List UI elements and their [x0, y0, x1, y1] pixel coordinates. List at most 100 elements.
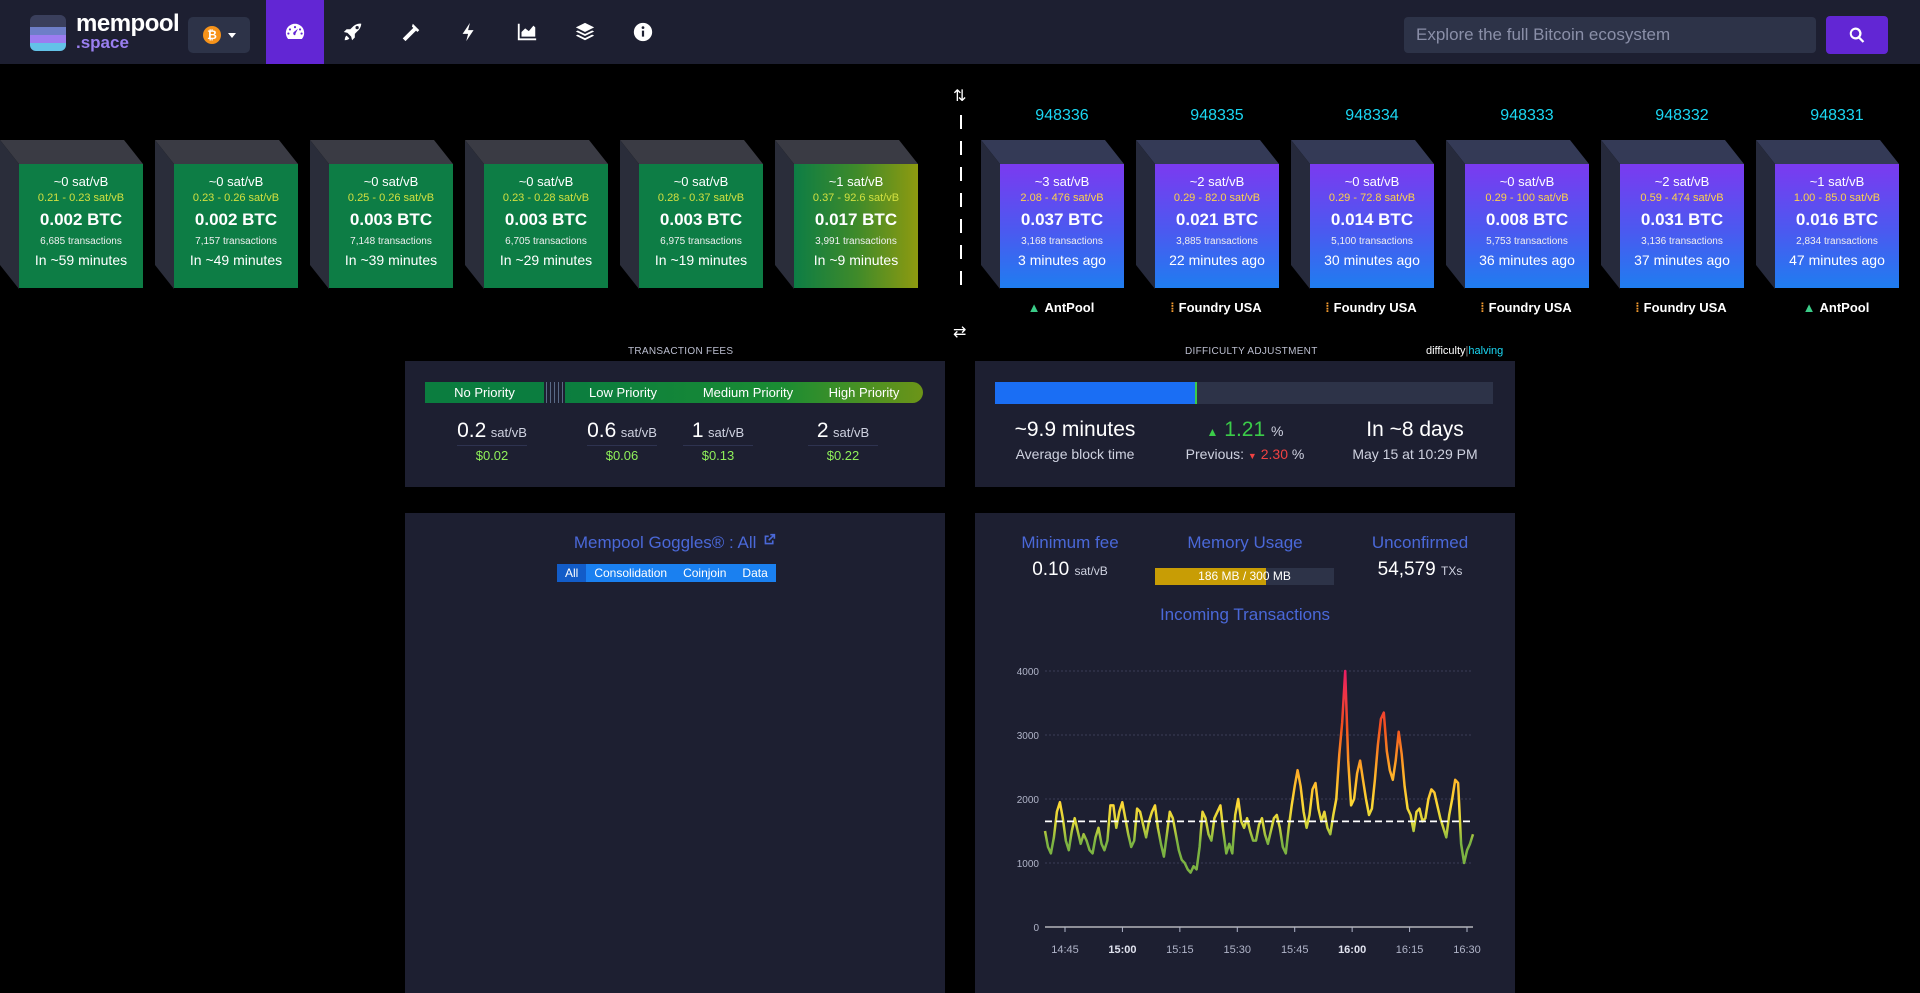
- difficulty-halving-toggle: difficulty|halving: [1426, 345, 1503, 357]
- block-time: In ~39 minutes: [344, 252, 438, 268]
- goggles-filter-data[interactable]: Data: [734, 564, 776, 582]
- block-fee-range: 0.29 - 72.8 sat/vB: [1328, 192, 1416, 204]
- fee-estimate: 2 sat/vB $0.22: [783, 419, 903, 463]
- mining-pool[interactable]: ▲ AntPool: [991, 300, 1131, 315]
- block-height-link[interactable]: 948336: [1035, 107, 1089, 124]
- fee-label-low-priority: Low Priority: [589, 385, 657, 400]
- fee-estimate-value: 2: [816, 419, 829, 442]
- network-selector-button[interactable]: ₿: [188, 17, 250, 53]
- block-total-btc: 0.017 BTC: [814, 210, 898, 229]
- block-tx-count: 6,975 transactions: [660, 236, 742, 247]
- mining-pool-name: Foundry USA: [1488, 300, 1572, 315]
- logo-subtext: .space: [76, 33, 129, 52]
- block-face: ~0 sat/vB 0.23 - 0.26 sat/vB 0.002 BTC 7…: [174, 164, 298, 288]
- mined-block[interactable]: ~1 sat/vB 1.00 - 85.0 sat/vB 0.016 BTC 2…: [1756, 140, 1899, 289]
- mining-pool[interactable]: ⁞ Foundry USA: [1456, 300, 1596, 315]
- y-tick-label: 0: [1033, 923, 1039, 934]
- memory-usage-bar: 186 MB / 300 MB: [1155, 568, 1334, 585]
- fee-estimate: 1 sat/vB $0.13: [658, 419, 778, 463]
- logo-mark-icon: [30, 15, 66, 51]
- search-input[interactable]: [1404, 17, 1816, 53]
- goggles-filter-consolidation[interactable]: Consolidation: [586, 564, 676, 582]
- block-height-link[interactable]: 948335: [1190, 107, 1244, 124]
- fee-estimate-value: 0.2: [457, 419, 487, 442]
- nav-about[interactable]: [614, 0, 672, 64]
- mempool-block[interactable]: ~0 sat/vB 0.28 - 0.37 sat/vB 0.003 BTC 6…: [620, 140, 763, 289]
- block-time: 36 minutes ago: [1479, 252, 1575, 268]
- mempool-block[interactable]: ~0 sat/vB 0.23 - 0.26 sat/vB 0.002 BTC 7…: [155, 140, 298, 289]
- mempool-block[interactable]: ~0 sat/vB 0.25 - 0.26 sat/vB 0.003 BTC 7…: [310, 140, 453, 289]
- previous-label: Previous:: [1185, 446, 1245, 462]
- nav-lightning[interactable]: [440, 0, 498, 64]
- mempool-block[interactable]: ~1 sat/vB 0.37 - 92.6 sat/vB 0.017 BTC 3…: [775, 140, 918, 289]
- mining-pool-name: AntPool: [1819, 300, 1870, 315]
- mempool-block[interactable]: ~0 sat/vB 0.21 - 0.23 sat/vB 0.002 BTC 6…: [0, 140, 143, 289]
- nav-accelerator[interactable]: [324, 0, 382, 64]
- bitcoin-coin-icon: ₿: [203, 26, 221, 44]
- block-face: ~1 sat/vB 0.37 - 92.6 sat/vB 0.017 BTC 3…: [794, 164, 918, 288]
- block-height-link[interactable]: 948334: [1345, 107, 1399, 124]
- mined-block[interactable]: ~0 sat/vB 0.29 - 72.8 sat/vB 0.014 BTC 5…: [1291, 140, 1434, 289]
- unconfirmed-label: Unconfirmed: [1371, 533, 1469, 552]
- fee-estimate-value: 0.6: [587, 419, 617, 442]
- block-face: ~2 sat/vB 0.59 - 474 sat/vB 0.031 BTC 3,…: [1620, 164, 1744, 288]
- block-tx-count: 2,834 transactions: [1796, 236, 1878, 247]
- difficulty-panel: ~9.9 minutes Average block time ▲ 1.21 %…: [975, 361, 1515, 487]
- block-3d-edge: [1446, 140, 1589, 289]
- mining-pool[interactable]: ⁞ Foundry USA: [1146, 300, 1286, 315]
- block-fee-range: 0.28 - 0.37 sat/vB: [657, 192, 745, 204]
- mining-pool[interactable]: ▲ AntPool: [1766, 300, 1906, 315]
- mined-block[interactable]: ~2 sat/vB 0.59 - 474 sat/vB 0.031 BTC 3,…: [1601, 140, 1744, 289]
- block-time: 3 minutes ago: [1018, 252, 1106, 268]
- swap-arrows-icon[interactable]: ⇄: [953, 324, 967, 341]
- block-face: ~0 sat/vB 0.23 - 0.28 sat/vB 0.003 BTC 6…: [484, 164, 608, 288]
- mining-pool[interactable]: ⁞ Foundry USA: [1611, 300, 1751, 315]
- block-time: 22 minutes ago: [1169, 252, 1265, 268]
- info-icon: [633, 22, 653, 42]
- block-fee-range: 1.00 - 85.0 sat/vB: [1793, 192, 1881, 204]
- block-fee-range: 0.37 - 92.6 sat/vB: [812, 192, 900, 204]
- mempool-block[interactable]: ~0 sat/vB 0.23 - 0.28 sat/vB 0.003 BTC 6…: [465, 140, 608, 289]
- memory-usage-label: Memory Usage: [1187, 533, 1303, 552]
- mined-block[interactable]: ~2 sat/vB 0.29 - 82.0 sat/vB 0.021 BTC 3…: [1136, 140, 1279, 289]
- fee-estimate-unit: sat/vB: [490, 425, 527, 440]
- block-total-btc: 0.003 BTC: [659, 210, 743, 229]
- transaction-fees-panel: No Priority Low Priority Medium Priority…: [405, 361, 945, 487]
- halving-toggle-link[interactable]: halving: [1468, 345, 1504, 357]
- nav-dashboard[interactable]: [266, 0, 324, 64]
- x-tick-label: 15:00: [1108, 944, 1136, 956]
- goggles-filter-all[interactable]: All: [557, 564, 587, 582]
- block-height-link[interactable]: 948331: [1810, 107, 1864, 124]
- block-3d-edge: [981, 140, 1124, 289]
- goggles-title[interactable]: Mempool Goggles® : All: [405, 533, 945, 553]
- mined-block[interactable]: ~0 sat/vB 0.29 - 100 sat/vB 0.008 BTC 5,…: [1446, 140, 1589, 289]
- fee-estimate-value: 1: [691, 419, 704, 442]
- block-median-fee: ~2 sat/vB: [1654, 174, 1710, 189]
- y-tick-label: 4000: [1017, 667, 1040, 678]
- nav-docs[interactable]: [556, 0, 614, 64]
- block-height-link[interactable]: 948332: [1655, 107, 1709, 124]
- goggles-filter-buttons: All Consolidation Coinjoin Data: [557, 564, 776, 582]
- logo-text: mempool: [76, 10, 180, 37]
- goggles-title-text: Mempool Goggles® : All: [573, 533, 757, 552]
- mining-pool[interactable]: ⁞ Foundry USA: [1301, 300, 1441, 315]
- block-median-fee: ~0 sat/vB: [208, 174, 264, 189]
- block-total-btc: 0.016 BTC: [1795, 210, 1879, 229]
- nav-graphs[interactable]: [498, 0, 556, 64]
- unconfirmed-stat: Unconfirmed 54,579 TXs: [1340, 533, 1500, 581]
- difficulty-toggle-link[interactable]: difficulty: [1426, 345, 1466, 357]
- block-height-link[interactable]: 948333: [1500, 107, 1554, 124]
- search-button[interactable]: [1826, 16, 1888, 54]
- difficulty-progress-marker: [1195, 382, 1198, 404]
- mined-block[interactable]: ~3 sat/vB 2.08 - 476 sat/vB 0.037 BTC 3,…: [981, 140, 1124, 289]
- nav-mining[interactable]: [382, 0, 440, 64]
- block-total-btc: 0.002 BTC: [39, 210, 123, 229]
- blockchain-divider: [960, 115, 962, 295]
- sort-arrows-icon[interactable]: ⇅: [953, 88, 967, 105]
- y-tick-label: 1000: [1017, 859, 1040, 870]
- block-total-btc: 0.021 BTC: [1175, 210, 1259, 229]
- goggles-filter-coinjoin[interactable]: Coinjoin: [675, 564, 735, 582]
- block-fee-range: 0.23 - 0.28 sat/vB: [502, 192, 590, 204]
- mempool-logo[interactable]: mempool .space: [30, 10, 180, 52]
- block-tx-count: 7,148 transactions: [350, 236, 432, 247]
